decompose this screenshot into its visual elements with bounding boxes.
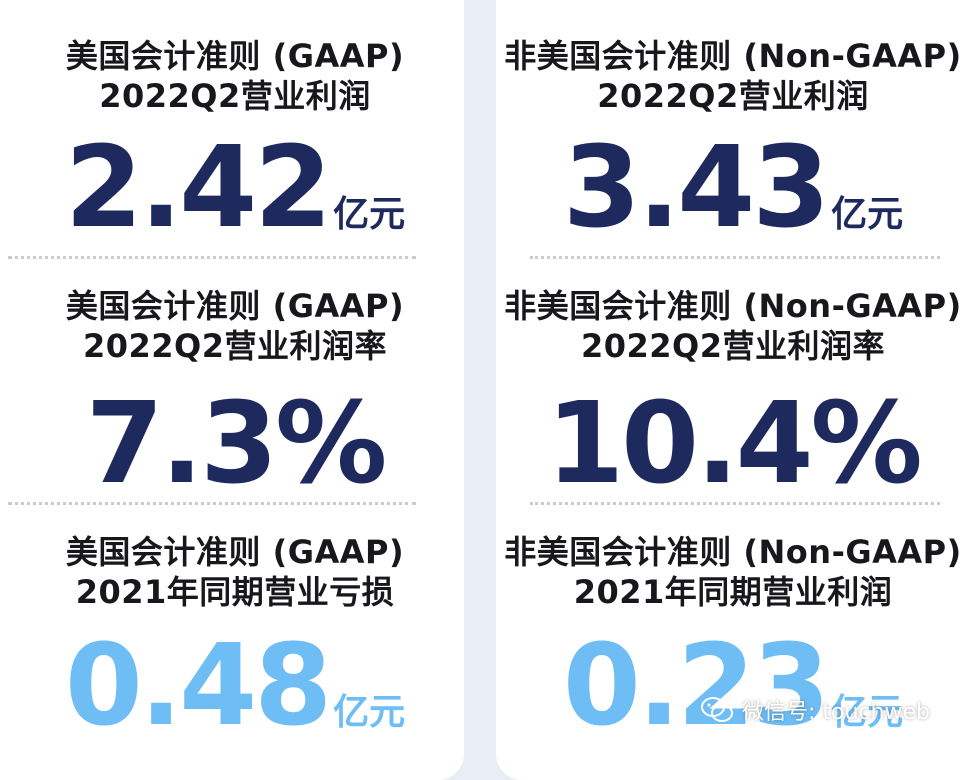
- metric-value: 0.48: [64, 621, 332, 751]
- metric-value: 2.42: [64, 123, 332, 253]
- metric-label: 2022Q2营业利润率: [82, 327, 388, 365]
- metric-label: 2022Q2营业利润: [99, 77, 371, 115]
- non-gaap-q2-operating-margin: 非美国会计准则 (Non-GAAP) 2022Q2营业利润率 10.4%: [500, 286, 966, 504]
- metric-value: 0.23: [562, 621, 830, 751]
- metric-value-row: 10.4%: [500, 384, 966, 504]
- metric-label: 2021年同期营业亏损: [75, 573, 395, 611]
- wechat-icon: [701, 697, 733, 722]
- wechat-watermark: 微信号: touchweb: [700, 694, 930, 726]
- metric-value: 10.4%: [546, 379, 923, 509]
- dotted-divider: [8, 256, 416, 259]
- metric-value-row: 7.3%: [10, 384, 460, 504]
- metric-unit: 亿元: [831, 194, 904, 235]
- metric-label: 2022Q2营业利润率: [580, 327, 886, 365]
- dotted-divider: [8, 502, 416, 505]
- metric-label: 2021年同期营业利润: [573, 573, 893, 611]
- metric-label: 2022Q2营业利润: [597, 77, 869, 115]
- non-gaap-2021-operating-profit: 非美国会计准则 (Non-GAAP) 2021年同期营业利润 0.23 亿元: [500, 532, 966, 746]
- metric-unit: 亿元: [333, 194, 406, 235]
- metric-value-row: 0.48 亿元: [10, 626, 460, 746]
- metric-unit: 亿元: [831, 692, 904, 733]
- metric-label: 美国会计准则 (GAAP): [65, 37, 405, 75]
- non-gaap-q2-operating-profit: 非美国会计准则 (Non-GAAP) 2022Q2营业利润 3.43 亿元: [500, 36, 966, 248]
- metric-value-row: 3.43 亿元: [500, 128, 966, 248]
- metric-label: 非美国会计准则 (Non-GAAP): [504, 287, 962, 325]
- gaap-q2-operating-margin: 美国会计准则 (GAAP) 2022Q2营业利润率 7.3%: [10, 286, 460, 504]
- metric-label: 美国会计准则 (GAAP): [65, 287, 405, 325]
- metric-label: 非美国会计准则 (Non-GAAP): [504, 533, 962, 571]
- metric-unit: 亿元: [333, 692, 406, 733]
- metric-value: 7.3%: [85, 379, 388, 509]
- metric-value-row: 2.42 亿元: [10, 128, 460, 248]
- gaap-2021-operating-loss: 美国会计准则 (GAAP) 2021年同期营业亏损 0.48 亿元: [10, 532, 460, 746]
- dotted-divider: [530, 256, 940, 259]
- metric-label: 美国会计准则 (GAAP): [65, 533, 405, 571]
- metric-label: 非美国会计准则 (Non-GAAP): [504, 37, 962, 75]
- metric-value: 3.43: [562, 123, 830, 253]
- watermark-text: 微信号: touchweb: [742, 700, 930, 725]
- dotted-divider: [530, 502, 940, 505]
- metric-value-row: 0.23 亿元: [500, 626, 966, 746]
- gaap-q2-operating-profit: 美国会计准则 (GAAP) 2022Q2营业利润 2.42 亿元: [10, 36, 460, 248]
- non-gaap-card: [496, 0, 970, 780]
- gaap-card: [0, 0, 464, 780]
